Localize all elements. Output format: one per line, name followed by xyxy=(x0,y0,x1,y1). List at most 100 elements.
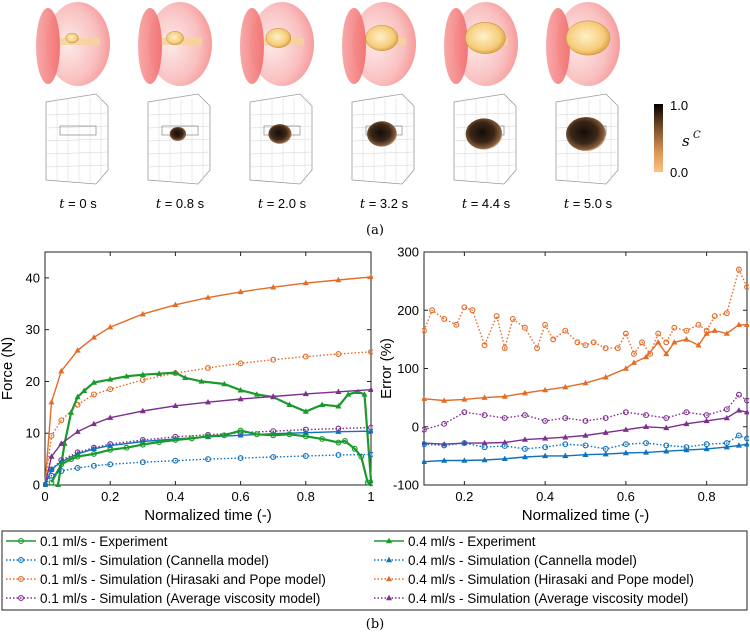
legend-box xyxy=(1,530,748,611)
data-point xyxy=(205,433,211,440)
data-point xyxy=(744,435,749,442)
data-point xyxy=(367,427,373,434)
data-point xyxy=(590,339,597,346)
data-point xyxy=(542,417,549,424)
data-point xyxy=(501,393,508,399)
legend-entry: 0.4 ml/s - Simulation (Hirasaki and Pope… xyxy=(374,572,694,587)
data-point xyxy=(481,342,488,349)
legend-marker xyxy=(18,557,24,563)
time-label: t = 0.8 s xyxy=(156,196,205,212)
series xyxy=(422,321,749,403)
foam-front xyxy=(464,22,506,54)
data-point xyxy=(461,457,468,463)
data-point xyxy=(735,407,742,413)
data-point xyxy=(58,417,65,424)
data-point xyxy=(743,321,749,328)
data-point xyxy=(663,448,670,454)
simulation-2 xyxy=(147,93,211,185)
data-point xyxy=(683,446,690,453)
data-point xyxy=(68,456,75,463)
data-point xyxy=(237,427,244,434)
data-point xyxy=(90,391,97,398)
data-point xyxy=(286,431,293,438)
y-tick-label: 0 xyxy=(33,478,40,493)
data-point xyxy=(237,288,244,295)
data-point xyxy=(270,454,277,460)
data-point xyxy=(630,350,637,357)
data-point xyxy=(542,435,549,441)
data-point xyxy=(172,301,179,308)
y-tick-label: 40 xyxy=(26,270,40,285)
data-point xyxy=(270,432,277,439)
data-point xyxy=(335,351,342,357)
data-point xyxy=(501,439,508,445)
legend-label: 0.1 ml/s - Simulation (Cannella model) xyxy=(40,553,269,568)
saturation-front xyxy=(465,118,503,150)
foam-front xyxy=(265,28,292,48)
data-point xyxy=(663,424,670,431)
saturation-front xyxy=(367,121,397,147)
data-point xyxy=(663,350,670,357)
data-point xyxy=(683,420,690,427)
series-group xyxy=(43,273,373,487)
mesh-line xyxy=(453,164,517,168)
simulation-5 xyxy=(453,93,517,185)
data-point xyxy=(188,435,195,442)
series xyxy=(43,273,373,487)
data-point xyxy=(107,323,114,330)
simulation-4 xyxy=(351,93,415,185)
data-point xyxy=(90,462,97,469)
data-point xyxy=(198,378,205,384)
data-point xyxy=(683,409,690,416)
foam-front xyxy=(565,20,611,56)
data-point xyxy=(574,339,581,346)
data-point xyxy=(711,313,718,320)
data-point xyxy=(582,442,589,449)
data-point xyxy=(481,444,488,451)
data-point xyxy=(107,446,114,453)
y-tick-label: 30 xyxy=(26,322,40,337)
data-point xyxy=(602,450,609,457)
render-6 xyxy=(546,2,620,86)
data-point xyxy=(302,279,309,286)
data-point xyxy=(319,401,326,407)
data-point xyxy=(367,386,373,392)
series xyxy=(422,266,749,357)
render-2 xyxy=(138,2,212,86)
data-point xyxy=(319,435,326,442)
legend-label: 0.4 ml/s - Simulation (Hirasaki and Pope… xyxy=(408,572,694,587)
mesh-line xyxy=(351,112,415,116)
data-point xyxy=(521,436,528,442)
legend-label: 0.1 ml/s - Experiment xyxy=(40,534,168,549)
data-point xyxy=(735,266,742,273)
x-tick-label: 0.8 xyxy=(297,489,315,504)
y-tick-label: 0 xyxy=(412,419,419,434)
data-point xyxy=(302,408,309,414)
x-tick-label: 0.2 xyxy=(455,489,473,504)
data-point xyxy=(695,321,702,328)
data-point xyxy=(107,376,114,382)
data-point xyxy=(735,432,742,439)
data-point xyxy=(582,432,589,438)
data-point xyxy=(422,441,427,448)
data-point xyxy=(302,353,309,360)
series-line xyxy=(50,429,372,485)
data-point xyxy=(461,304,468,311)
data-point xyxy=(481,412,488,419)
data-point xyxy=(663,442,670,449)
time-label: t = 0 s xyxy=(59,196,97,212)
data-point xyxy=(562,327,569,334)
mesh-line xyxy=(249,164,313,168)
mesh-outline xyxy=(249,93,313,185)
data-point xyxy=(345,391,352,397)
data-point xyxy=(123,373,130,379)
data-point xyxy=(253,431,260,438)
data-point xyxy=(205,456,211,463)
x-axis-label: Normalized time (-) xyxy=(144,507,272,524)
series-line xyxy=(423,393,748,431)
data-point xyxy=(422,426,427,433)
legend-marker xyxy=(385,556,393,563)
caption-a: (a) xyxy=(366,223,384,238)
data-point xyxy=(735,321,742,328)
